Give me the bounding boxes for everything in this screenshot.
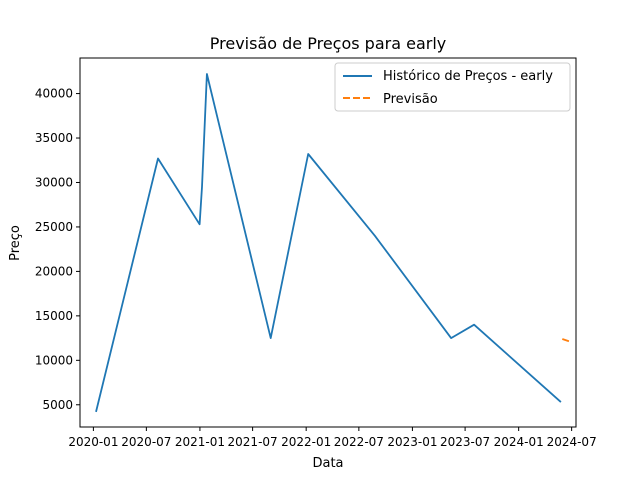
x-tick-label: 2022-07 <box>334 435 384 449</box>
y-axis-label: Preço <box>8 225 23 261</box>
x-tick-label: 2024-01 <box>494 435 544 449</box>
series-line-historico <box>95 73 562 413</box>
series-line-previsao <box>562 338 571 343</box>
x-axis-label: Data <box>312 456 343 471</box>
x-tick-label: 2023-07 <box>440 435 490 449</box>
y-tick-label: 15000 <box>35 309 73 323</box>
x-tick-label: 2022-01 <box>281 435 331 449</box>
y-axis-ticks: 5000 10000 15000 20000 25000 30000 35000 40000 <box>35 87 80 412</box>
y-tick-label: 30000 <box>35 175 73 189</box>
plot-lines <box>95 73 571 413</box>
legend-label-previsao: Previsão <box>383 92 438 107</box>
y-tick-label: 25000 <box>35 220 73 234</box>
x-tick-label: 2020-01 <box>68 435 118 449</box>
x-tick-label: 2023-01 <box>387 435 437 449</box>
legend: Histórico de Preços - early Previsão <box>334 62 571 112</box>
y-tick-label: 20000 <box>35 264 73 278</box>
y-tick-label: 10000 <box>35 353 73 367</box>
y-tick-label: 5000 <box>42 398 73 412</box>
plot-area-frame <box>79 57 577 428</box>
y-tick-label: 40000 <box>35 87 73 101</box>
legend-box <box>334 62 571 112</box>
y-tick-label: 35000 <box>35 131 73 145</box>
x-tick-label: 2021-01 <box>175 435 225 449</box>
x-axis-ticks: 2020-01 2020-07 2021-01 2021-07 2022-01 2022-… <box>68 427 597 449</box>
x-tick-label: 2024-07 <box>547 435 597 449</box>
x-tick-label: 2021-07 <box>228 435 278 449</box>
legend-label-historico: Histórico de Preços - early <box>383 69 553 84</box>
x-tick-label: 2020-07 <box>121 435 171 449</box>
chart-title: Previsão de Preços para early <box>210 34 446 53</box>
